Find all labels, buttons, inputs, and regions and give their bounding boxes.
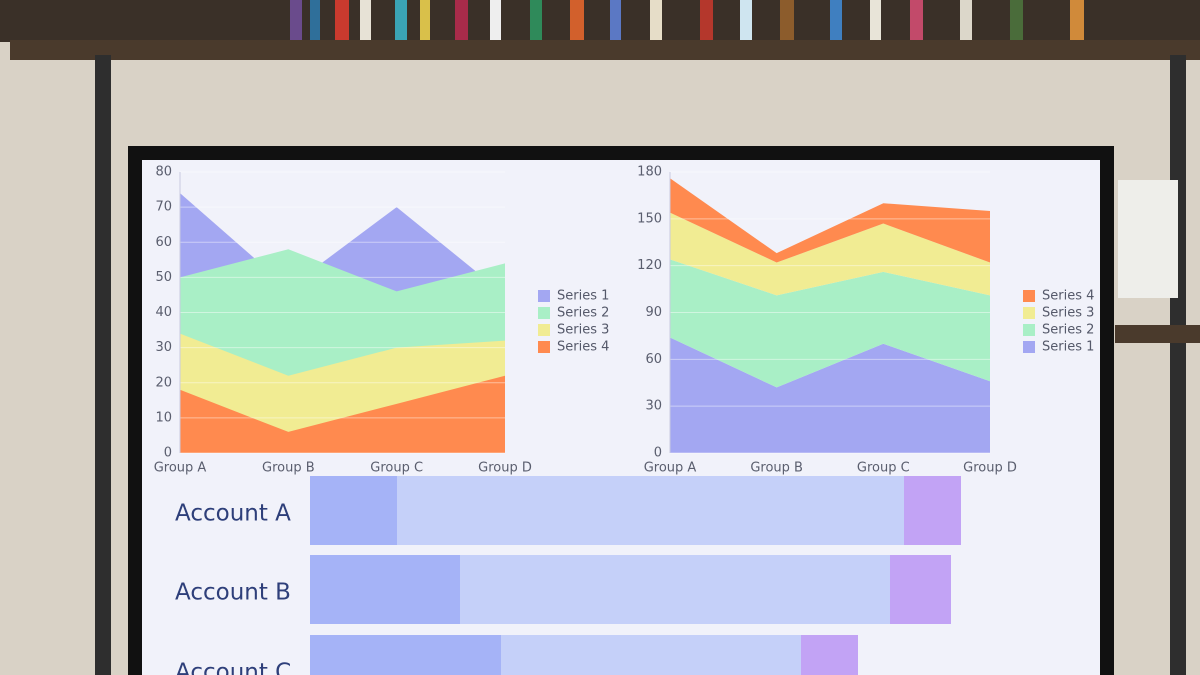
bar-segment bbox=[501, 635, 801, 675]
x-tick-label: Group C bbox=[370, 461, 423, 476]
legend-swatch bbox=[1023, 324, 1035, 336]
legend-swatch bbox=[538, 307, 550, 319]
legend-label: Series 2 bbox=[557, 306, 609, 321]
legend-label: Series 3 bbox=[557, 323, 609, 338]
legend-swatch bbox=[1023, 307, 1035, 319]
legend-label: Series 1 bbox=[1042, 340, 1094, 355]
y-tick-label: 150 bbox=[637, 211, 662, 226]
legend-label: Series 1 bbox=[557, 289, 609, 304]
bar-segment bbox=[310, 476, 397, 545]
y-tick-label: 20 bbox=[155, 375, 172, 390]
legend-label: Series 4 bbox=[557, 340, 609, 355]
photo bbox=[1118, 180, 1178, 298]
bar-segment bbox=[310, 555, 460, 624]
category-label: Account B bbox=[175, 580, 291, 606]
area bbox=[670, 337, 990, 453]
x-tick-label: Group B bbox=[750, 461, 803, 476]
legend-label: Series 4 bbox=[1042, 289, 1094, 304]
y-tick-label: 50 bbox=[155, 270, 172, 285]
bar-segment bbox=[310, 635, 501, 675]
y-tick-label: 70 bbox=[155, 200, 172, 215]
legend-label: Series 2 bbox=[1042, 323, 1094, 338]
y-tick-label: 10 bbox=[155, 410, 172, 425]
area bbox=[670, 178, 990, 263]
y-tick-label: 0 bbox=[164, 446, 172, 461]
legend-swatch bbox=[538, 290, 550, 302]
shelf bbox=[10, 40, 1200, 60]
x-tick-label: Group A bbox=[644, 461, 697, 476]
y-tick-label: 60 bbox=[645, 352, 662, 367]
y-tick-label: 40 bbox=[155, 305, 172, 320]
y-tick-label: 180 bbox=[637, 165, 662, 180]
legend-swatch bbox=[538, 324, 550, 336]
book-spines bbox=[290, 0, 1084, 42]
category-label: Account C bbox=[175, 660, 291, 675]
area bbox=[670, 259, 990, 388]
y-tick-label: 30 bbox=[155, 340, 172, 355]
legend-swatch bbox=[1023, 341, 1035, 353]
x-tick-label: Group B bbox=[262, 461, 315, 476]
books bbox=[0, 0, 1200, 42]
y-tick-label: 0 bbox=[654, 446, 662, 461]
y-tick-label: 80 bbox=[155, 165, 172, 180]
bar-segment bbox=[801, 635, 858, 675]
bar-segment bbox=[397, 476, 904, 545]
y-tick-label: 90 bbox=[645, 305, 662, 320]
bar-segment bbox=[890, 555, 951, 624]
x-tick-label: Group C bbox=[857, 461, 910, 476]
category-label: Account A bbox=[175, 501, 291, 527]
y-tick-label: 120 bbox=[637, 258, 662, 273]
charts: 0 10 20 30 40 50 60 70 80 Group A Group B Group C Gr… bbox=[154, 165, 1094, 675]
shelf bbox=[1115, 325, 1200, 343]
area bbox=[180, 375, 505, 453]
x-tick-label: Group D bbox=[478, 461, 532, 476]
x-tick-label: Group A bbox=[154, 461, 207, 476]
y-tick-label: 30 bbox=[645, 399, 662, 414]
legend-swatch bbox=[1023, 290, 1035, 302]
x-tick-label: Group D bbox=[963, 461, 1017, 476]
pipe bbox=[1170, 55, 1186, 675]
y-tick-label: 60 bbox=[155, 235, 172, 250]
legend-label: Series 3 bbox=[1042, 306, 1094, 321]
pipe bbox=[95, 55, 111, 675]
legend-swatch bbox=[538, 341, 550, 353]
area bbox=[670, 212, 990, 296]
bar-segment bbox=[904, 476, 961, 545]
bar-segment bbox=[460, 555, 890, 624]
